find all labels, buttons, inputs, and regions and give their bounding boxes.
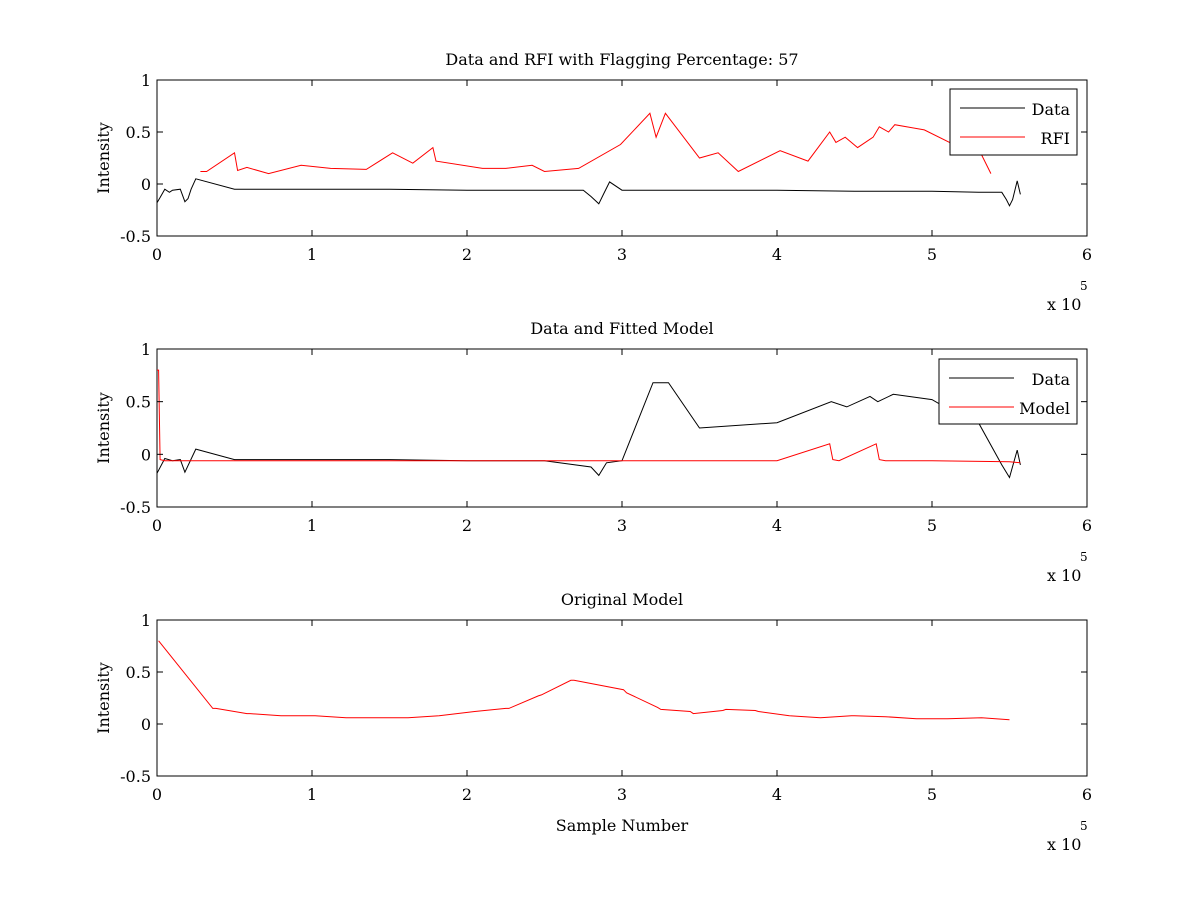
y-tick-label: 0 (141, 175, 151, 194)
x-multiplier-base: x 10 (1047, 566, 1081, 585)
legend-box (949, 88, 1078, 156)
x-tick-label: 0 (152, 245, 162, 264)
x-tick-label: 1 (307, 516, 317, 535)
x-tick-label: 6 (1082, 245, 1092, 264)
legend-box (938, 358, 1078, 425)
x-axis-label: Sample Number (556, 816, 689, 835)
x-tick-label: 2 (462, 516, 472, 535)
y-axis-label: Intensity (94, 662, 113, 734)
y-axis-label: Intensity (94, 122, 113, 194)
y-tick-label: 1 (141, 611, 151, 630)
series-line-rfi (200, 112, 992, 175)
series-line-data (156, 178, 1021, 207)
legend-label-rfi: RFI (1041, 129, 1070, 148)
series-line-model (157, 369, 1021, 464)
panel-title: Data and Fitted Model (530, 319, 713, 338)
x-tick-label: 2 (462, 785, 472, 804)
x-tick-label: 5 (927, 516, 937, 535)
plot-area (156, 348, 1088, 508)
x-tick-label: 3 (617, 785, 627, 804)
x-tick-label: 6 (1082, 785, 1092, 804)
y-tick-label: 0.5 (126, 663, 151, 682)
y-tick-label: 0 (141, 715, 151, 734)
panel-fitted-model: Data and Fitted Model Intensity x 10 5 0… (94, 319, 1092, 585)
series-group (156, 112, 1021, 207)
panel-rfi-flagging: Data and RFI with Flagging Percentage: 5… (94, 50, 1092, 314)
panel-title: Data and RFI with Flagging Percentage: 5… (445, 50, 798, 69)
y-tick-label: -0.5 (120, 227, 151, 246)
series-group (158, 640, 1010, 721)
plot-area (156, 79, 1088, 237)
y-axis-label: Intensity (94, 392, 113, 464)
x-multiplier-exponent: 5 (1080, 550, 1088, 564)
y-tick-label: 0.5 (126, 123, 151, 142)
y-tick-label: -0.5 (120, 498, 151, 517)
y-tick-label: 1 (141, 71, 151, 90)
y-tick-label: 0.5 (126, 393, 151, 412)
y-tick-label: 0 (141, 445, 151, 464)
x-tick-label: 0 (152, 516, 162, 535)
x-tick-label: 4 (772, 785, 782, 804)
x-tick-label: 4 (772, 245, 782, 264)
x-multiplier-base: x 10 (1047, 295, 1081, 314)
x-tick-label: 2 (462, 245, 472, 264)
x-tick-label: 5 (927, 245, 937, 264)
x-multiplier-exponent: 5 (1080, 819, 1088, 833)
x-tick-label: 3 (617, 516, 627, 535)
legend: Data Model (938, 358, 1078, 425)
x-tick-label: 6 (1082, 516, 1092, 535)
x-multiplier-base: x 10 (1047, 835, 1081, 854)
legend: Data RFI (949, 88, 1078, 156)
x-tick-label: 0 (152, 785, 162, 804)
legend-label-data: Data (1032, 370, 1071, 389)
y-tick-label: 1 (141, 340, 151, 359)
series-line-model (158, 640, 1010, 721)
panel-original-model: Original Model Intensity Sample Number x… (94, 590, 1092, 854)
x-tick-label: 3 (617, 245, 627, 264)
panel-title: Original Model (561, 590, 683, 609)
x-tick-label: 4 (772, 516, 782, 535)
x-tick-label: 1 (307, 245, 317, 264)
x-tick-label: 1 (307, 785, 317, 804)
plot-area (156, 619, 1088, 777)
legend-label-data: Data (1032, 100, 1071, 119)
x-tick-label: 5 (927, 785, 937, 804)
x-multiplier-exponent: 5 (1080, 279, 1088, 293)
legend-label-model: Model (1019, 399, 1070, 418)
y-tick-label: -0.5 (120, 767, 151, 786)
